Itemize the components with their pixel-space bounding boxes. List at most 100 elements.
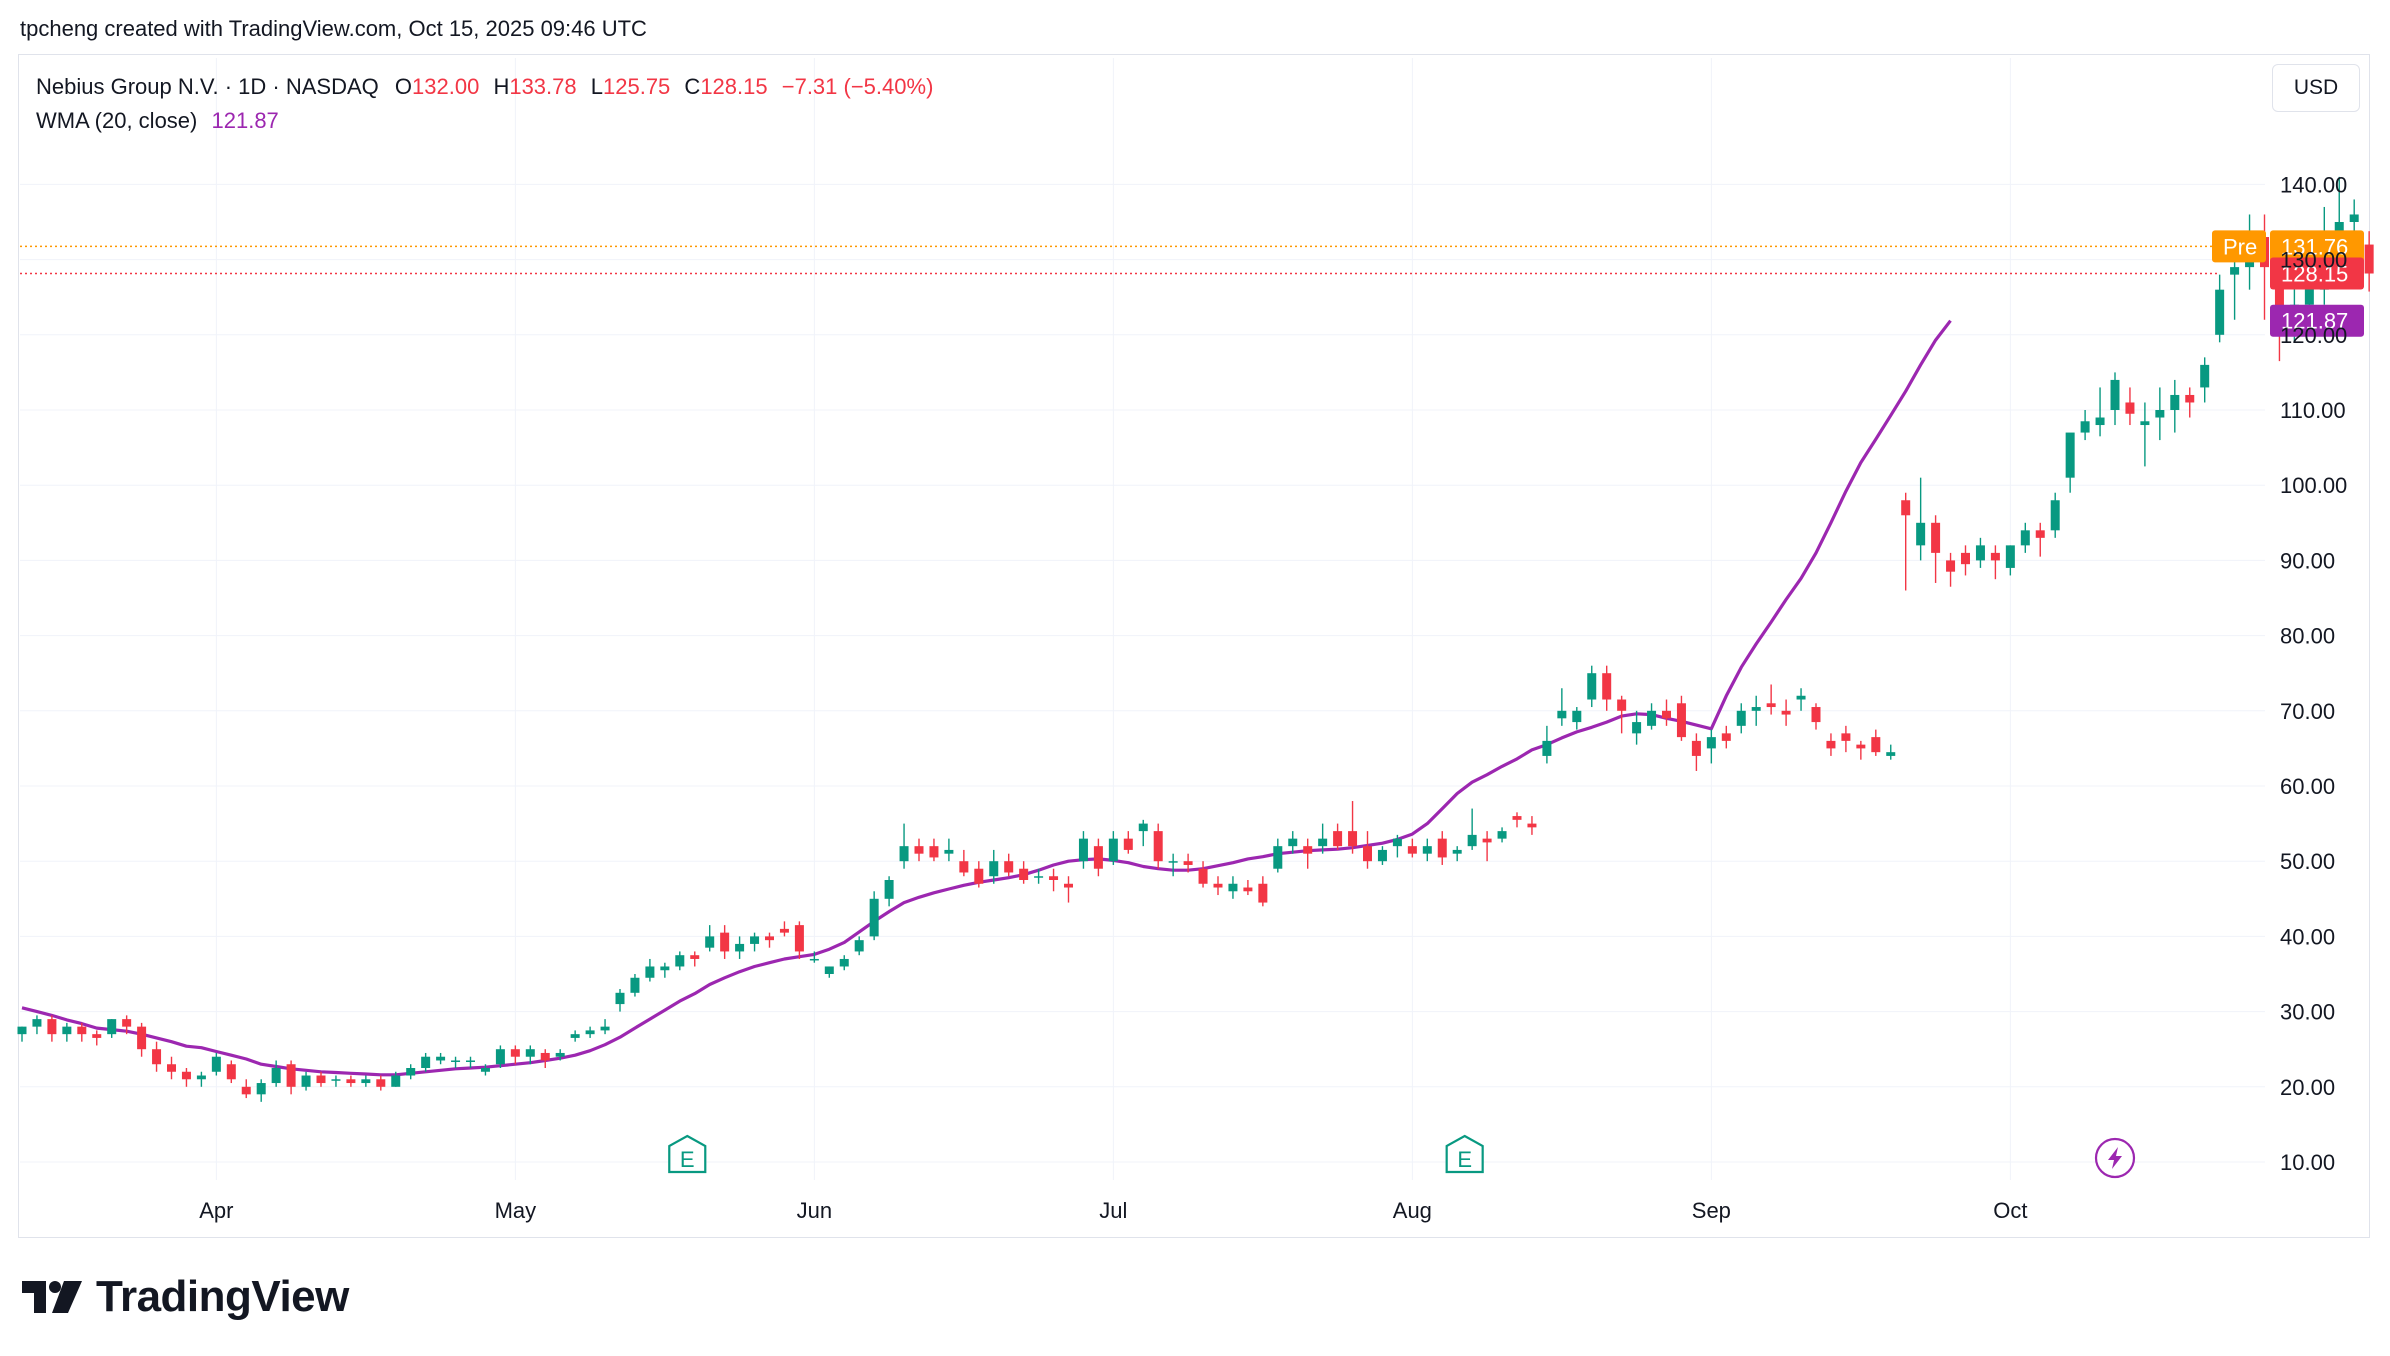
tradingview-logo[interactable]: TradingView [22, 1272, 349, 1322]
candle-body [1392, 838, 1402, 847]
chart-credit: tpcheng created with TradingView.com, Oc… [20, 16, 647, 41]
candle [1363, 831, 1372, 869]
candle-body [1123, 838, 1133, 850]
low-label: L [590, 74, 603, 99]
candle [1572, 707, 1582, 730]
candle-body [1961, 552, 1970, 565]
last-close-tag: 128.15 [2270, 257, 2364, 290]
candle-body [331, 1079, 341, 1081]
candle [1258, 876, 1268, 907]
candle-body [1497, 831, 1507, 839]
y-tick-label: 120.00 [2280, 323, 2347, 348]
pre-market-tag-value: 131.76 [2281, 234, 2348, 259]
candle-body [1736, 710, 1746, 726]
candle-body [1093, 846, 1103, 869]
candle [1736, 703, 1746, 734]
chart-frame[interactable] [18, 54, 2370, 1238]
candle-body [1482, 838, 1492, 843]
candle [1766, 684, 1776, 715]
candle [1751, 695, 1761, 726]
candle-body [1691, 740, 1701, 756]
y-tick-label: 60.00 [2280, 774, 2335, 799]
candle-body [1975, 545, 1985, 561]
wma-tag-box [2270, 304, 2364, 337]
candle [2065, 432, 2075, 493]
symbol-label[interactable]: Nebius Group N.V. · 1D · NASDAQ [36, 74, 379, 99]
candle [1034, 868, 1044, 884]
candle-body [794, 925, 804, 952]
candle-body [555, 1052, 565, 1057]
currency-button[interactable]: USD [2272, 64, 2360, 112]
candle-body [181, 1071, 191, 1080]
candle [316, 1071, 326, 1087]
candle [107, 1019, 117, 1038]
candle [1662, 699, 1671, 726]
y-tick-label: 100.00 [2280, 473, 2347, 498]
candle-body [1512, 816, 1522, 820]
chart-legend: Nebius Group N.V. · 1D · NASDAQ O132.00 … [36, 70, 933, 138]
candle [1303, 838, 1313, 869]
candle [1168, 853, 1178, 877]
candle [2050, 492, 2060, 538]
candle [2095, 387, 2105, 437]
candle [436, 1052, 446, 1065]
candle-body [196, 1075, 206, 1080]
candle-body [645, 966, 655, 978]
x-tick-label: Jun [797, 1198, 832, 1223]
wma-tag-value: 121.87 [2281, 309, 2348, 334]
candle-body [2334, 222, 2344, 238]
candle [1377, 846, 1387, 865]
candle [495, 1045, 505, 1068]
dividend-split-marker [2094, 1137, 2136, 1179]
candle-body [361, 1079, 371, 1084]
candle [1123, 831, 1133, 854]
candle [1587, 665, 1597, 708]
candle [525, 1045, 535, 1065]
candle-body [1572, 710, 1582, 723]
candle [600, 1019, 610, 1035]
candle-body [1766, 703, 1776, 708]
candle [510, 1045, 520, 1065]
candle-body [1676, 703, 1686, 738]
candle-body [2035, 530, 2045, 538]
candle-body [1856, 744, 1866, 749]
earnings-label: E [1457, 1147, 1472, 1172]
candle-body [914, 846, 924, 854]
candle-body [2349, 214, 2359, 222]
candle [286, 1060, 296, 1095]
candle-body [570, 1034, 580, 1038]
candle [2125, 387, 2135, 426]
candle [2140, 402, 2150, 467]
candle-body [974, 868, 984, 884]
candle-body [1019, 868, 1029, 880]
earnings-marker: E [668, 1134, 707, 1174]
candle-body [1990, 552, 2000, 561]
candle [346, 1075, 356, 1087]
candle [1931, 515, 1941, 583]
candle [62, 1022, 72, 1042]
candle-body [436, 1056, 446, 1061]
candle-body [391, 1075, 401, 1087]
candle [720, 925, 730, 959]
candle-body [1363, 846, 1372, 862]
high-label: H [493, 74, 510, 99]
candle [1901, 492, 1911, 591]
wma-tag: 121.87 [2270, 304, 2364, 337]
candle-body [1557, 710, 1567, 719]
pre-market-tag: 131.76 Pre [2212, 230, 2364, 263]
candle-body [2230, 267, 2240, 275]
candle [92, 1030, 102, 1046]
candle [1990, 545, 2000, 580]
candle-body [600, 1026, 610, 1031]
candle [1796, 688, 1806, 711]
candle-body [1632, 722, 1642, 734]
y-tick-label: 10.00 [2280, 1150, 2335, 1175]
candle-body [1647, 710, 1657, 726]
close-value: 128.15 [700, 74, 768, 99]
candle [765, 932, 774, 948]
indicator-label[interactable]: WMA (20, close) [36, 108, 198, 133]
candle-body [540, 1052, 550, 1061]
candle-body [1049, 876, 1059, 880]
candle-body [615, 992, 625, 1005]
